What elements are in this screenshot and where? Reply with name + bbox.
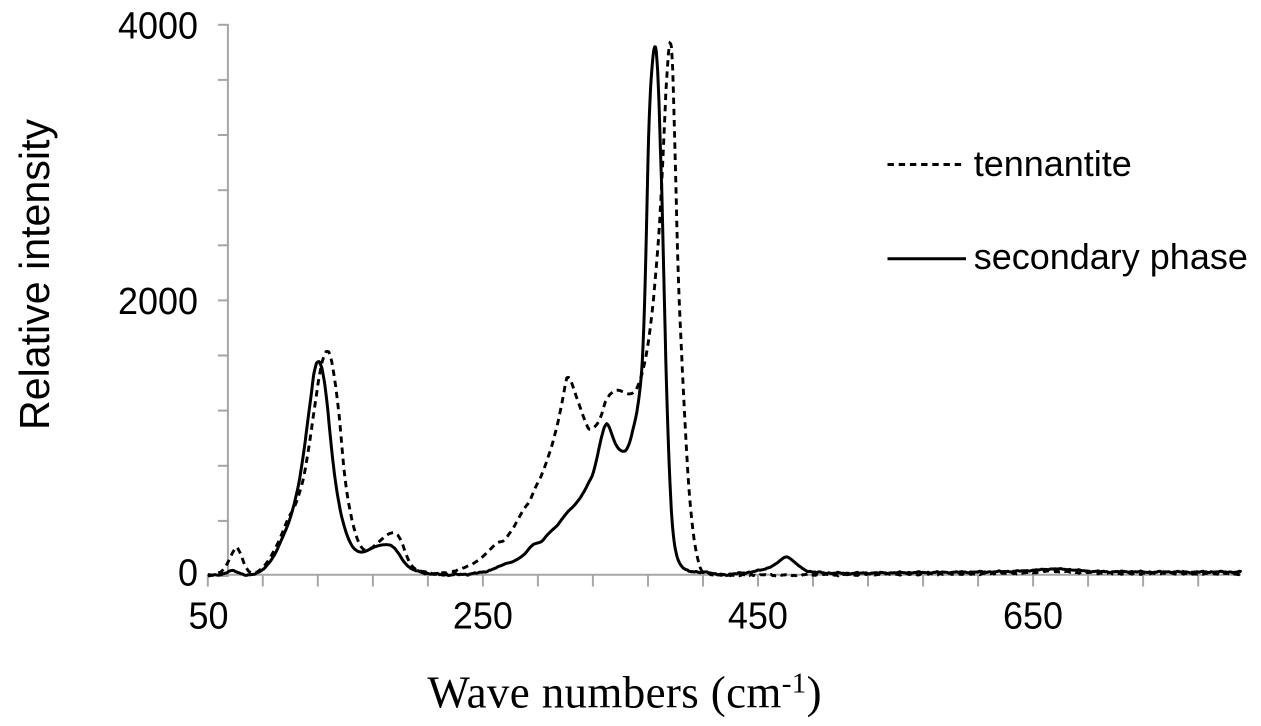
- svg-text:Wave numbers (cm-1): Wave numbers (cm-1): [427, 668, 822, 718]
- svg-text:2000: 2000: [118, 281, 198, 323]
- svg-text:Relative intensity: Relative intensity: [11, 119, 58, 430]
- svg-text:0: 0: [178, 553, 198, 595]
- svg-text:4000: 4000: [118, 6, 198, 48]
- svg-text:50: 50: [189, 596, 229, 638]
- svg-text:tennantite: tennantite: [974, 143, 1132, 184]
- svg-text:650: 650: [1003, 596, 1063, 638]
- svg-text:secondary phase: secondary phase: [974, 236, 1248, 277]
- svg-text:250: 250: [453, 596, 513, 638]
- svg-text:450: 450: [728, 596, 788, 638]
